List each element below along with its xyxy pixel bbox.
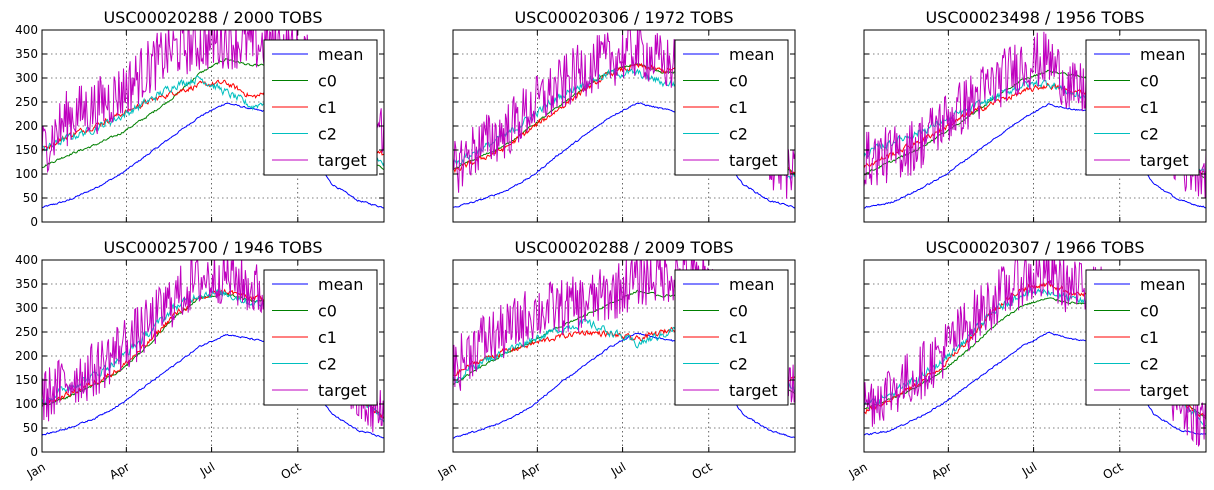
ytick-label: 200 bbox=[15, 119, 38, 133]
legend-label-c2: c2 bbox=[318, 125, 337, 144]
subplot-title: USC00020306 / 1972 TOBS bbox=[514, 8, 733, 27]
legend-label-c1: c1 bbox=[1140, 328, 1159, 347]
ytick-label: 100 bbox=[15, 167, 38, 181]
xtick-label: Jul bbox=[608, 460, 628, 480]
legend: mean c0 c1 c2 target bbox=[674, 39, 789, 176]
xtick-label: Jan bbox=[24, 460, 48, 482]
legend-label-c0: c0 bbox=[1140, 72, 1159, 91]
ytick-label: 250 bbox=[15, 95, 38, 109]
ytick-label: 250 bbox=[15, 325, 38, 339]
legend-label-mean: mean bbox=[318, 45, 363, 64]
ytick-label: 350 bbox=[15, 47, 38, 61]
legend-label-mean: mean bbox=[729, 275, 774, 294]
series-mean bbox=[42, 102, 384, 209]
ytick-label: 350 bbox=[15, 277, 38, 291]
xtick-label: Jul bbox=[197, 460, 217, 480]
ytick-label: 50 bbox=[23, 421, 38, 435]
subplot-title: USC00020288 / 2000 TOBS bbox=[103, 8, 322, 27]
legend-label-c0: c0 bbox=[318, 302, 337, 321]
ytick-label: 50 bbox=[23, 191, 38, 205]
legend-label-mean: mean bbox=[729, 45, 774, 64]
xtick-label: Oct bbox=[690, 460, 715, 483]
xtick-label: Oct bbox=[1101, 460, 1126, 483]
subplot-1: 0 50 100 150 200 250 300 350 400 USC00020288 / 20… bbox=[15, 8, 385, 229]
ytick-label: 400 bbox=[15, 23, 38, 37]
legend-label-c0: c0 bbox=[318, 72, 337, 91]
xtick-label: Jan bbox=[846, 460, 870, 482]
legend-label-target: target bbox=[1140, 151, 1189, 170]
subplot-title: USC00025700 / 1946 TOBS bbox=[103, 238, 322, 257]
legend-label-c2: c2 bbox=[729, 125, 748, 144]
legend-label-c2: c2 bbox=[1140, 125, 1159, 144]
legend-label-c0: c0 bbox=[729, 72, 748, 91]
legend-label-target: target bbox=[318, 381, 367, 400]
legend-label-c1: c1 bbox=[318, 98, 337, 117]
legend-label-mean: mean bbox=[1140, 45, 1185, 64]
legend: mean c0 c1 c2 target bbox=[263, 39, 378, 176]
legend-box bbox=[263, 39, 378, 176]
legend-label-target: target bbox=[729, 381, 778, 400]
legend-label-c0: c0 bbox=[729, 302, 748, 321]
legend: mean c0 c1 c2 target bbox=[1085, 39, 1200, 176]
xtick-label: Apr bbox=[518, 460, 543, 483]
legend-label-mean: mean bbox=[318, 275, 363, 294]
legend-label-c2: c2 bbox=[729, 355, 748, 374]
legend-label-c1: c1 bbox=[729, 328, 748, 347]
ytick-label: 0 bbox=[30, 445, 38, 459]
xtick-label: Jan bbox=[435, 460, 459, 482]
ytick-label: 100 bbox=[15, 397, 38, 411]
ytick-label: 150 bbox=[15, 143, 38, 157]
xtick-label: Apr bbox=[107, 460, 132, 483]
xtick-label: Jul bbox=[1019, 460, 1039, 480]
ytick-label: 200 bbox=[15, 349, 38, 363]
legend-label-target: target bbox=[318, 151, 367, 170]
legend: mean c0 c1 c2 target bbox=[263, 269, 378, 406]
legend-label-c1: c1 bbox=[729, 98, 748, 117]
series-mean bbox=[864, 331, 1206, 436]
legend-label-target: target bbox=[1140, 381, 1189, 400]
legend-label-c0: c0 bbox=[1140, 302, 1159, 321]
legend-label-mean: mean bbox=[1140, 275, 1185, 294]
legend: mean c0 c1 c2 target bbox=[674, 269, 789, 406]
legend-label-c1: c1 bbox=[318, 328, 337, 347]
subplot-title: USC00023498 / 1956 TOBS bbox=[925, 8, 1144, 27]
xtick-label: Oct bbox=[279, 460, 304, 483]
series-mean bbox=[42, 333, 384, 439]
legend-label-c1: c1 bbox=[1140, 98, 1159, 117]
series-mean bbox=[453, 332, 795, 439]
legend-label-c2: c2 bbox=[1140, 355, 1159, 374]
xtick-label: Apr bbox=[929, 460, 954, 483]
ytick-label: 400 bbox=[15, 253, 38, 267]
ytick-label: 150 bbox=[15, 373, 38, 387]
subplot-6: Jan Apr Jul Oct USC00020307 / 1966 TOBS mean c… bbox=[846, 238, 1207, 483]
subplot-title: USC00020307 / 1966 TOBS bbox=[925, 238, 1144, 257]
subplot-title: USC00020288 / 2009 TOBS bbox=[514, 238, 733, 257]
legend-label-target: target bbox=[729, 151, 778, 170]
series-mean bbox=[864, 103, 1206, 209]
legend-label-c2: c2 bbox=[318, 355, 337, 374]
series-mean bbox=[453, 102, 795, 209]
ytick-label: 0 bbox=[30, 215, 38, 229]
subplot-2: USC00020306 / 1972 TOBS mean c0 c1 c2 target bbox=[452, 8, 796, 223]
subplot-4: 0 50 100 150 200 250 300 350 400 Jan Apr Jul Oct USC0… bbox=[15, 238, 385, 483]
legend: mean c0 c1 c2 target bbox=[1085, 269, 1200, 406]
subplot-5: Jan Apr Jul Oct USC00020288 / 2009 TOBS mean c… bbox=[435, 238, 796, 483]
subplot-3: USC00023498 / 1956 TOBS mean c0 c1 c2 target bbox=[863, 8, 1207, 223]
ytick-label: 300 bbox=[15, 301, 38, 315]
ytick-label: 300 bbox=[15, 71, 38, 85]
